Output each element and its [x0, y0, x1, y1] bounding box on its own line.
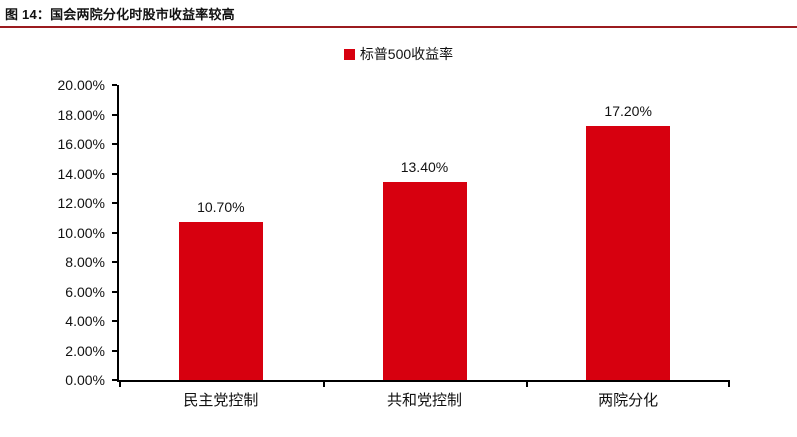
y-axis-tick-mark [112, 172, 117, 175]
y-axis-tick-mark [112, 113, 117, 116]
y-axis-tick-label: 2.00% [65, 342, 105, 359]
y-axis-tick-mark [112, 84, 117, 86]
y-axis-tick-mark [112, 290, 117, 293]
y-axis-tick-label: 0.00% [65, 372, 105, 388]
bar [586, 126, 671, 380]
bar [382, 182, 467, 380]
x-axis-tick-mark [322, 382, 325, 387]
chart-legend: 标普500收益率 [0, 45, 797, 63]
figure-title: 图 14：国会两院分化时股市收益率较高 [5, 7, 235, 22]
y-axis-tick-label: 12.00% [57, 195, 105, 211]
y-axis-tick-label: 14.00% [57, 165, 105, 182]
x-axis-tick-mark [728, 382, 730, 387]
y-axis-tick-label: 20.00% [57, 77, 105, 93]
y-axis-tick-mark [112, 320, 117, 322]
y-axis-tick-mark [112, 202, 117, 204]
x-axis-category-label: 民主党控制 [183, 392, 259, 409]
x-axis-tick-mark [526, 382, 529, 387]
y-axis-tick-mark [112, 143, 117, 145]
bar-value-label: 10.70% [197, 199, 245, 216]
y-axis-tick-label: 10.00% [57, 224, 105, 241]
y-axis-tick-mark [112, 261, 117, 263]
y-axis-tick-label: 16.00% [57, 136, 105, 152]
legend-label: 标普500收益率 [359, 46, 454, 62]
y-axis-tick-mark [112, 231, 117, 234]
bar [178, 222, 263, 380]
y-axis-tick-mark [112, 349, 117, 352]
title-underline [0, 26, 797, 28]
x-axis-category-label: 共和党控制 [386, 392, 462, 409]
legend-color-swatch-icon [343, 48, 355, 60]
y-axis-tick-label: 18.00% [57, 106, 105, 123]
y-axis-tick-label: 4.00% [65, 313, 105, 329]
y-axis-tick-label: 6.00% [65, 283, 105, 300]
bar-value-label: 17.20% [604, 103, 652, 120]
bar-value-label: 13.40% [400, 159, 449, 176]
y-axis-tick-label: 8.00% [65, 254, 105, 270]
plot-area: 0.00% 2.00% 4.00% 6.00% 8.00% 10.00% 12.00% 14.… [58, 78, 730, 409]
x-axis-category-label: 两院分化 [598, 392, 659, 409]
x-axis-tick-mark [119, 382, 121, 387]
y-axis-tick-mark [112, 379, 117, 381]
